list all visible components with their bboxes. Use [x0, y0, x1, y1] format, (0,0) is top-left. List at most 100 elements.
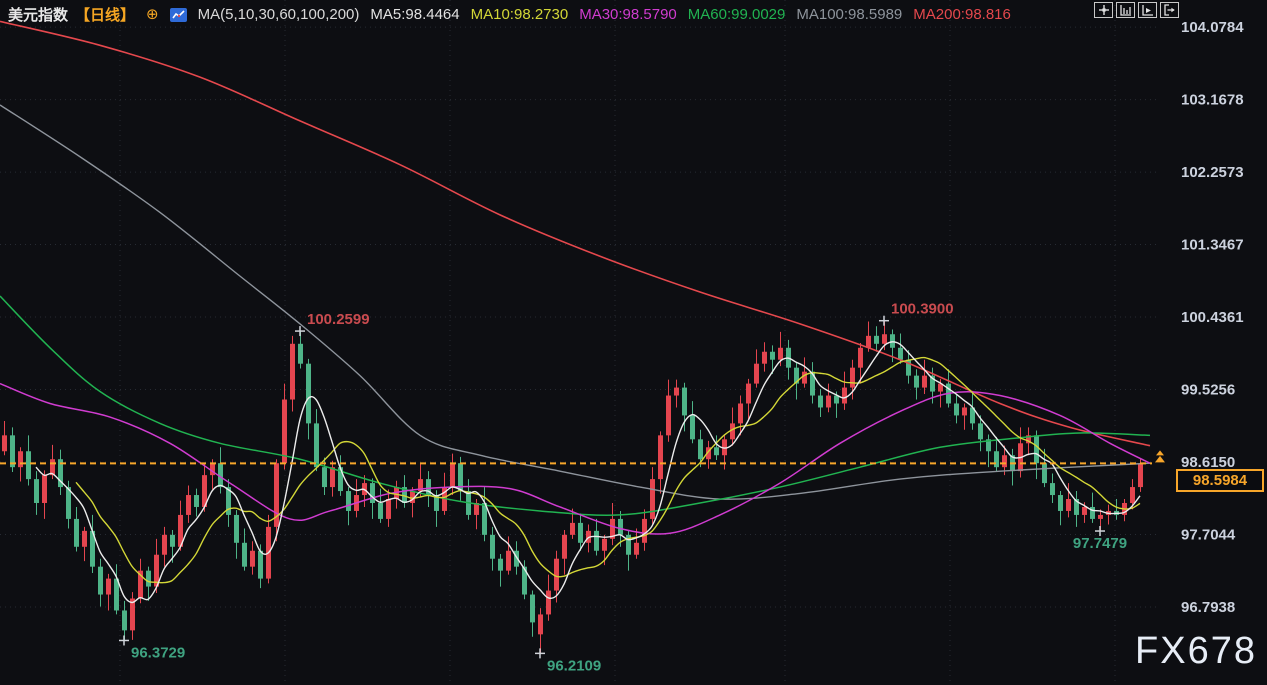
candle-body	[1034, 435, 1039, 464]
ma-line-ma30	[0, 382, 1151, 535]
candle-body	[1042, 463, 1047, 484]
candle-body	[930, 375, 935, 392]
candle-body	[906, 359, 911, 376]
y-axis-tick-label: 101.3467	[1181, 237, 1244, 254]
chart-type-icon[interactable]	[169, 7, 187, 22]
candle-body	[274, 463, 279, 527]
candle-body	[402, 487, 407, 503]
candle-body	[778, 347, 783, 360]
candle-body	[1050, 483, 1055, 496]
candle-body	[738, 403, 743, 424]
candle-body	[18, 451, 23, 468]
candle-body	[602, 538, 607, 551]
extreme-value-label: 100.3900	[891, 301, 954, 318]
y-axis-tick-label: 103.1678	[1181, 92, 1244, 109]
candle-body	[954, 403, 959, 416]
candle-body	[714, 447, 719, 456]
candle-body	[490, 534, 495, 559]
trend-chart-icon[interactable]	[1138, 2, 1157, 18]
fx678-watermark: FX678	[1135, 630, 1257, 672]
candle-body	[218, 463, 223, 488]
price-up-arrow-icon	[1155, 455, 1165, 463]
candle-body	[962, 407, 967, 416]
extreme-value-label: 97.7479	[1073, 535, 1127, 552]
candle-body	[250, 550, 255, 567]
candle-body	[58, 459, 63, 488]
candle-body	[674, 387, 679, 396]
candle-body	[914, 375, 919, 388]
symbol-title: 美元指数	[8, 7, 69, 24]
candle-body	[722, 439, 727, 456]
candle-body	[858, 347, 863, 368]
candles-layer	[2, 320, 1143, 654]
candle-body	[1098, 514, 1103, 519]
ma-line-ma10	[75, 356, 1141, 584]
bar-chart-icon[interactable]	[1116, 2, 1135, 18]
candle-body	[234, 514, 239, 543]
candle-body	[450, 463, 455, 488]
y-axis-tick-label: 96.7938	[1181, 599, 1235, 616]
price-up-arrow-icon	[1156, 450, 1164, 456]
candle-body	[10, 435, 15, 468]
y-axis-tick-label: 104.0784	[1181, 19, 1244, 36]
candle-body	[986, 439, 991, 452]
add-indicator-icon[interactable]: ⊕	[146, 6, 159, 23]
candle-body	[1138, 463, 1143, 488]
candle-body	[754, 363, 759, 384]
candle-body	[634, 542, 639, 555]
ma-settings-label[interactable]: MA(5,10,30,60,100,200)	[197, 6, 360, 23]
candle-body	[562, 534, 567, 559]
candle-body	[618, 518, 623, 535]
period-label[interactable]: 【日线】	[75, 7, 136, 24]
extreme-value-label: 96.2109	[547, 657, 601, 674]
y-axis-tick-label: 97.7044	[1181, 526, 1236, 543]
current-price-tag: 98.5984	[1176, 469, 1264, 492]
candle-body	[938, 383, 943, 392]
candle-body	[594, 530, 599, 551]
candle-body	[314, 423, 319, 468]
ma-line-ma100	[0, 104, 1151, 500]
candle-body	[482, 502, 487, 535]
candle-body	[114, 578, 119, 611]
candle-body	[626, 534, 631, 555]
candle-body	[90, 530, 95, 567]
candle-body	[194, 495, 199, 507]
move-icon[interactable]	[1094, 2, 1113, 18]
y-axis-tick-label: 100.4361	[1181, 309, 1244, 326]
candle-body	[338, 467, 343, 492]
candle-body	[706, 447, 711, 460]
extreme-value-label: 96.3729	[131, 644, 185, 661]
candle-body	[522, 566, 527, 595]
candle-body	[642, 518, 647, 543]
candle-body	[474, 502, 479, 515]
candle-body	[386, 499, 391, 519]
candle-body	[498, 558, 503, 571]
candle-body	[994, 451, 999, 468]
candle-body	[698, 439, 703, 460]
candle-body	[1090, 506, 1095, 519]
candle-body	[506, 550, 511, 571]
candle-body	[50, 459, 55, 476]
ma-lines-layer	[0, 20, 1151, 604]
candle-body	[898, 347, 903, 360]
exit-icon[interactable]	[1160, 2, 1179, 18]
candle-body	[922, 375, 927, 388]
chart-toolbar	[1094, 2, 1179, 18]
candle-body	[730, 423, 735, 440]
candle-body	[1026, 435, 1031, 444]
ma10-value: MA10:98.2730	[470, 6, 569, 23]
candle-body	[186, 495, 191, 515]
candle-body	[554, 558, 559, 591]
candle-body	[826, 395, 831, 408]
candle-body	[818, 395, 823, 408]
candle-body	[834, 395, 839, 404]
candle-body	[346, 491, 351, 511]
chart-header: 美元指数 【日线】 ⊕ MA(5,10,30,60,100,200) MA5:9…	[8, 4, 1011, 25]
candle-body	[530, 594, 535, 623]
ma5-value: MA5:98.4464	[370, 6, 460, 23]
candle-body	[410, 491, 415, 503]
candle-body	[130, 598, 135, 631]
candle-body	[378, 502, 383, 519]
annotations-layer: 100.2599 100.3900 96.3729 96.2109 97.7479	[119, 301, 1127, 674]
